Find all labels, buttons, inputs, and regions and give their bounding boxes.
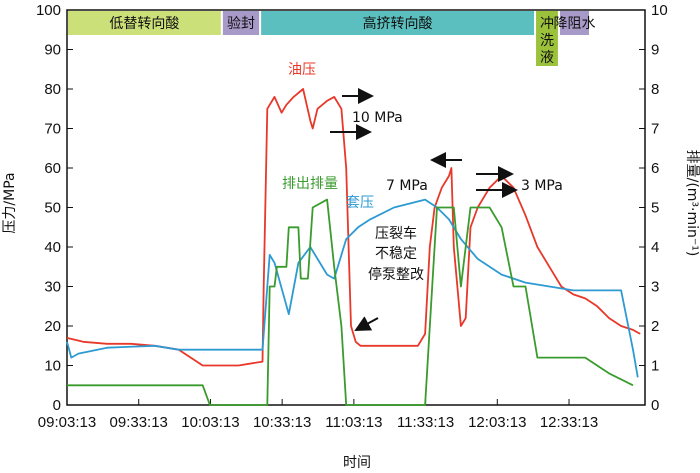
annotation-label: 压裂车	[375, 225, 417, 242]
stage-band	[222, 11, 260, 35]
stage-label: 高挤转向酸	[363, 15, 433, 32]
y2-tick-label: 2	[651, 318, 659, 335]
y-axis-label: 压力/MPa	[2, 172, 18, 233]
stage-band	[536, 11, 558, 66]
y2-tick-label: 5	[651, 200, 659, 217]
x-tick-label: 10:03:13	[181, 414, 239, 431]
annotation-label: 不稳定	[375, 246, 417, 262]
annotation-label: 7 MPa	[386, 178, 428, 194]
y2-tick-label: 6	[651, 160, 659, 177]
y2-tick-label: 8	[651, 81, 659, 98]
stage-label: 冲	[540, 16, 554, 32]
x-tick-label: 09:03:13	[38, 414, 96, 431]
stage-label: 洗	[540, 33, 554, 49]
y-tick-label: 100	[36, 2, 61, 19]
stage-band	[559, 11, 590, 35]
y-tick-label: 20	[44, 318, 61, 335]
stage-label: 低替转向酸	[109, 16, 179, 32]
x-tick-label: 11:33:13	[397, 414, 454, 431]
y2-tick-label: 9	[651, 42, 659, 59]
y2-axis-label: 排量/(m³·min⁻¹)	[684, 150, 700, 257]
annotation-arrow	[354, 316, 379, 331]
annotation-label: 10 MPa	[352, 110, 403, 126]
y-tick-label: 40	[44, 239, 61, 256]
x-tick-label: 10:33:13	[253, 414, 311, 431]
annotation-label: 3 MPa	[521, 178, 563, 194]
y2-tick-label: 0	[651, 397, 659, 414]
stage-label: 验封	[227, 16, 255, 32]
y2-tick-label: 10	[651, 2, 668, 19]
y2-tick-label: 7	[651, 121, 659, 138]
x-tick-label: 11:03:13	[325, 414, 382, 431]
stage-band	[261, 11, 535, 35]
annotation-label: 停泵整改	[368, 266, 424, 283]
y2-tick-label: 3	[651, 279, 659, 296]
annotation-label: 排出排量	[282, 176, 338, 192]
y-tick-label: 60	[44, 160, 61, 177]
y-tick-label: 70	[44, 121, 61, 138]
x-tick-label: 12:33:13	[540, 414, 598, 431]
annotation-label: 套压	[346, 195, 374, 211]
y-tick-label: 90	[44, 42, 61, 59]
stage-label: 液	[540, 50, 554, 66]
y-tick-label: 30	[44, 279, 61, 296]
y-tick-label: 50	[44, 200, 61, 217]
series-line	[66, 198, 639, 378]
stage-label: 降阻水	[553, 16, 595, 32]
annotation-label: 油压	[288, 62, 316, 78]
y2-tick-label: 1	[651, 358, 659, 375]
x-axis-label: 时间	[343, 455, 371, 471]
y-tick-label: 10	[44, 358, 61, 375]
series-line	[66, 88, 641, 367]
y-tick-label: 80	[44, 81, 61, 98]
series-line	[67, 198, 634, 406]
x-tick-label: 09:33:13	[110, 414, 168, 431]
y-tick-label: 0	[53, 397, 61, 414]
x-tick-label: 12:03:13	[468, 414, 526, 431]
y2-tick-label: 4	[651, 239, 659, 256]
stage-band	[68, 11, 221, 35]
